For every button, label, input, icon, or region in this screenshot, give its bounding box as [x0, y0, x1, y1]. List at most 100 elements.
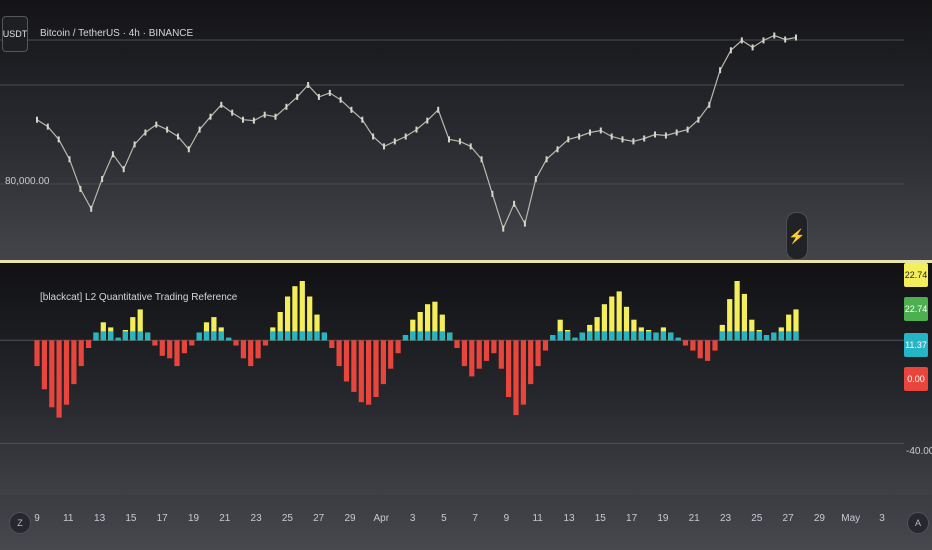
time-tick: 21 — [219, 513, 231, 524]
indicator-bar — [601, 304, 607, 341]
price-candle — [144, 129, 147, 136]
indicator-bar — [240, 340, 246, 359]
price-chart[interactable] — [0, 0, 932, 261]
signal-bar — [218, 331, 224, 341]
indicator-bar — [476, 340, 482, 369]
indicator-bar — [366, 340, 372, 405]
indicator-bar — [71, 340, 77, 385]
timezone-button[interactable]: Z — [9, 512, 31, 534]
signal-bar — [741, 331, 747, 341]
signal-bar — [638, 331, 644, 341]
signal-bar — [108, 331, 114, 341]
indicator-bar — [388, 340, 394, 369]
price-candle — [187, 146, 190, 153]
price-candle — [155, 121, 158, 128]
signal-bar — [668, 332, 674, 341]
indicator-bar — [203, 322, 210, 341]
indicator-axis-label: -40.00 — [906, 446, 932, 457]
indicator-bar — [557, 319, 563, 341]
price-candle — [57, 136, 60, 143]
price-candle — [513, 200, 516, 207]
price-candle — [740, 37, 743, 44]
indicator-bar — [506, 340, 512, 397]
time-tick: 9 — [34, 513, 40, 524]
price-candle — [46, 123, 49, 130]
price-candle — [231, 109, 234, 116]
indicator-bar — [623, 306, 630, 341]
price-candle — [773, 32, 776, 39]
indicator-title: [blackcat] L2 Quantitative Trading Refer… — [40, 292, 238, 303]
price-candle — [719, 67, 722, 74]
indicator-bar — [336, 340, 342, 367]
indicator-bar — [697, 340, 703, 359]
signal-bar — [122, 331, 128, 341]
signal-bar — [145, 332, 151, 341]
price-candle — [567, 136, 570, 143]
signal-bar — [321, 332, 327, 341]
indicator-bar — [439, 314, 445, 341]
pane-divider[interactable] — [0, 260, 932, 263]
price-candle — [664, 132, 667, 139]
indicator-bar — [498, 340, 504, 369]
indicator-bar — [483, 340, 490, 361]
price-candle — [697, 116, 700, 123]
signal-bar — [410, 331, 416, 341]
signal-bar — [616, 331, 622, 341]
price-candle — [296, 93, 299, 100]
indicator-bar — [616, 291, 622, 341]
time-tick: 19 — [187, 513, 200, 524]
indicator-bar — [159, 340, 165, 356]
indicator-chart[interactable] — [0, 263, 932, 495]
price-candle — [317, 93, 320, 100]
indicator-bar — [520, 340, 526, 405]
time-tick: May — [841, 513, 861, 524]
indicator-bar — [63, 340, 70, 405]
price-candle — [166, 126, 169, 133]
symbol-badge[interactable]: USDT — [2, 16, 28, 52]
indicator-bar — [358, 340, 364, 403]
time-tick: 11 — [63, 513, 74, 524]
signal-bar — [299, 331, 305, 341]
price-candle — [643, 135, 646, 142]
price-candle — [502, 225, 505, 232]
price-candle — [708, 101, 711, 108]
signal-bar — [719, 331, 725, 341]
signal-bar — [778, 331, 784, 341]
time-tick: 21 — [688, 513, 700, 524]
price-candle — [589, 129, 591, 136]
indicator-pane[interactable]: [blackcat] L2 Quantitative Trading Refer… — [0, 263, 932, 495]
indicator-bar — [329, 340, 335, 348]
indicator-bar — [189, 340, 195, 346]
signal-bar — [749, 331, 755, 341]
price-candle — [686, 126, 689, 133]
price-candle — [339, 96, 342, 103]
indicator-bar — [410, 319, 416, 341]
price-candle — [523, 220, 526, 227]
indicator-bar — [682, 340, 689, 346]
price-candle — [610, 133, 613, 140]
time-tick: 5 — [441, 513, 447, 524]
price-candle — [578, 133, 581, 140]
price-candle — [328, 89, 331, 96]
price-candle — [393, 138, 396, 145]
indicator-value-tag: 22.74 — [904, 297, 928, 321]
price-pane[interactable]: USDT Bitcoin / TetherUS · 4h · BINANCE 8… — [0, 0, 932, 261]
price-candle — [220, 101, 223, 108]
time-tick: 27 — [313, 513, 325, 524]
signal-bar — [587, 331, 593, 341]
indicator-bar — [417, 312, 423, 341]
indicator-bar — [528, 340, 534, 385]
price-candle — [372, 133, 375, 140]
auto-scale-button[interactable]: A — [907, 512, 929, 534]
time-tick: 9 — [503, 513, 510, 524]
indicator-bar — [454, 340, 460, 348]
time-tick: 25 — [281, 513, 293, 524]
signal-bar — [196, 332, 202, 341]
lightning-icon[interactable]: ⚡ — [786, 212, 808, 260]
price-candle — [307, 82, 310, 88]
indicator-bar — [535, 340, 541, 367]
price-candle — [263, 111, 266, 118]
signal-bar — [623, 331, 630, 341]
time-axis[interactable]: Z A — [0, 495, 932, 550]
time-tick: 17 — [626, 513, 638, 524]
